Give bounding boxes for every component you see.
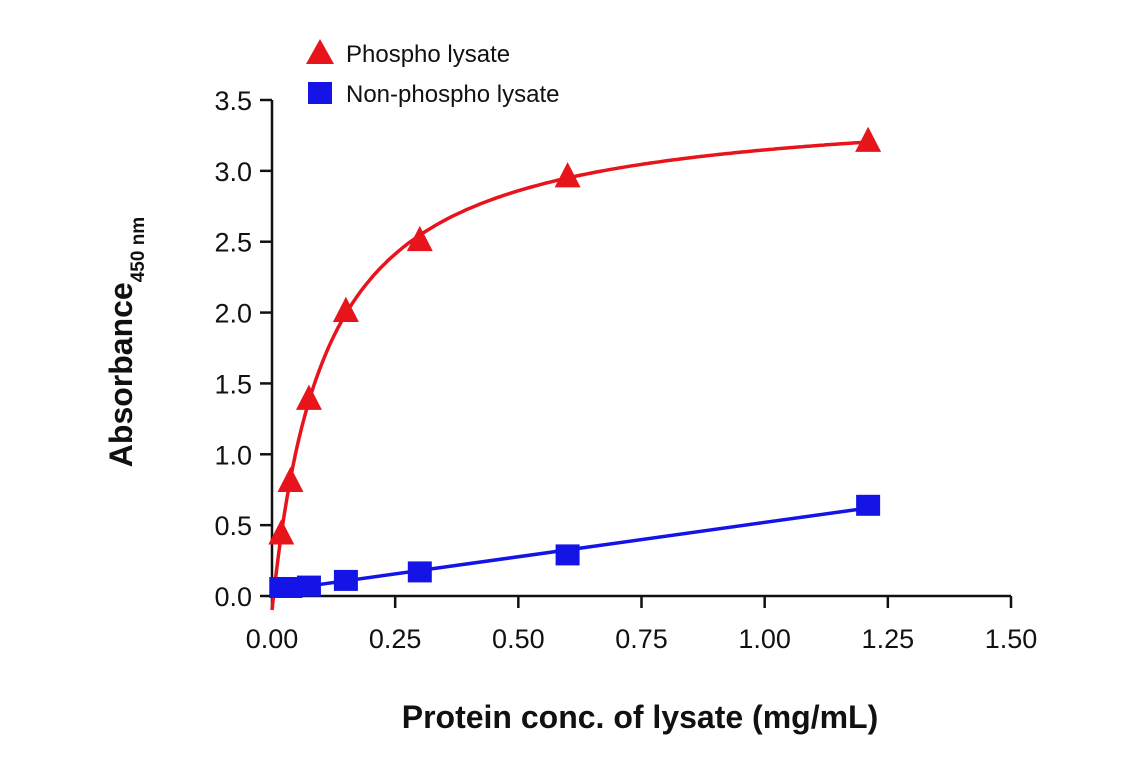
phospho-point — [554, 162, 581, 188]
y-axis-title: Absorbance450 nm — [103, 217, 149, 467]
x-tick-label: 1.25 — [862, 624, 915, 654]
y-axis-title-subscript: 450 nm — [128, 217, 149, 282]
nonphospho-point — [407, 561, 432, 583]
data-points — [268, 126, 882, 598]
x-tick-label: 0.25 — [369, 624, 422, 654]
nonphospho-point — [333, 569, 358, 591]
phospho-point — [406, 225, 433, 252]
x-tick-label: 0.00 — [246, 624, 299, 654]
nonphospho-point — [856, 494, 881, 516]
phospho-point — [277, 466, 304, 493]
legend-triangle-icon — [306, 39, 334, 64]
nonphospho-point — [555, 544, 580, 566]
phospho-point — [268, 519, 295, 545]
x-tick-label: 0.75 — [615, 624, 668, 654]
y-tick-label: 2.0 — [214, 299, 252, 329]
x-tick-label: 0.50 — [492, 624, 545, 654]
fit-line-series-0 — [270, 140, 869, 611]
x-tick-label: 1.50 — [985, 624, 1038, 654]
y-tick-label: 2.5 — [214, 228, 252, 258]
fit-lines — [270, 140, 869, 611]
y-axis-title-main: Absorbance — [103, 282, 139, 467]
y-tick-label: 1.0 — [214, 440, 252, 470]
x-tick-label: 1.00 — [738, 624, 791, 654]
legend-label-phospho: Phospho lysate — [346, 41, 510, 68]
legend: Phospho lysate Non-phospho lysate — [306, 39, 559, 108]
y-axis-title-group: Absorbance450 nm — [103, 217, 149, 467]
y-ticks: 0.0 0.5 1.0 1.5 2.0 2.5 3.0 3.5 — [214, 86, 272, 612]
y-tick-label: 0.5 — [214, 511, 252, 541]
phospho-point — [295, 384, 322, 410]
y-tick-label: 1.5 — [214, 369, 252, 399]
nonphospho-point — [278, 576, 303, 598]
x-ticks: 0.00 0.25 0.50 0.75 1.00 1.25 1.50 — [246, 596, 1038, 654]
legend-label-nonphospho: Non-phospho lysate — [346, 81, 559, 108]
y-tick-label: 3.5 — [214, 86, 252, 116]
y-tick-label: 3.0 — [214, 157, 252, 187]
legend-square-icon — [308, 82, 332, 104]
nonphospho-point — [296, 575, 321, 597]
y-tick-label: 0.0 — [214, 582, 252, 612]
phospho-point — [855, 126, 882, 152]
x-axis-title: Protein conc. of lysate (mg/mL) — [402, 699, 879, 735]
axes — [270, 100, 1011, 598]
phospho-point — [332, 296, 359, 322]
